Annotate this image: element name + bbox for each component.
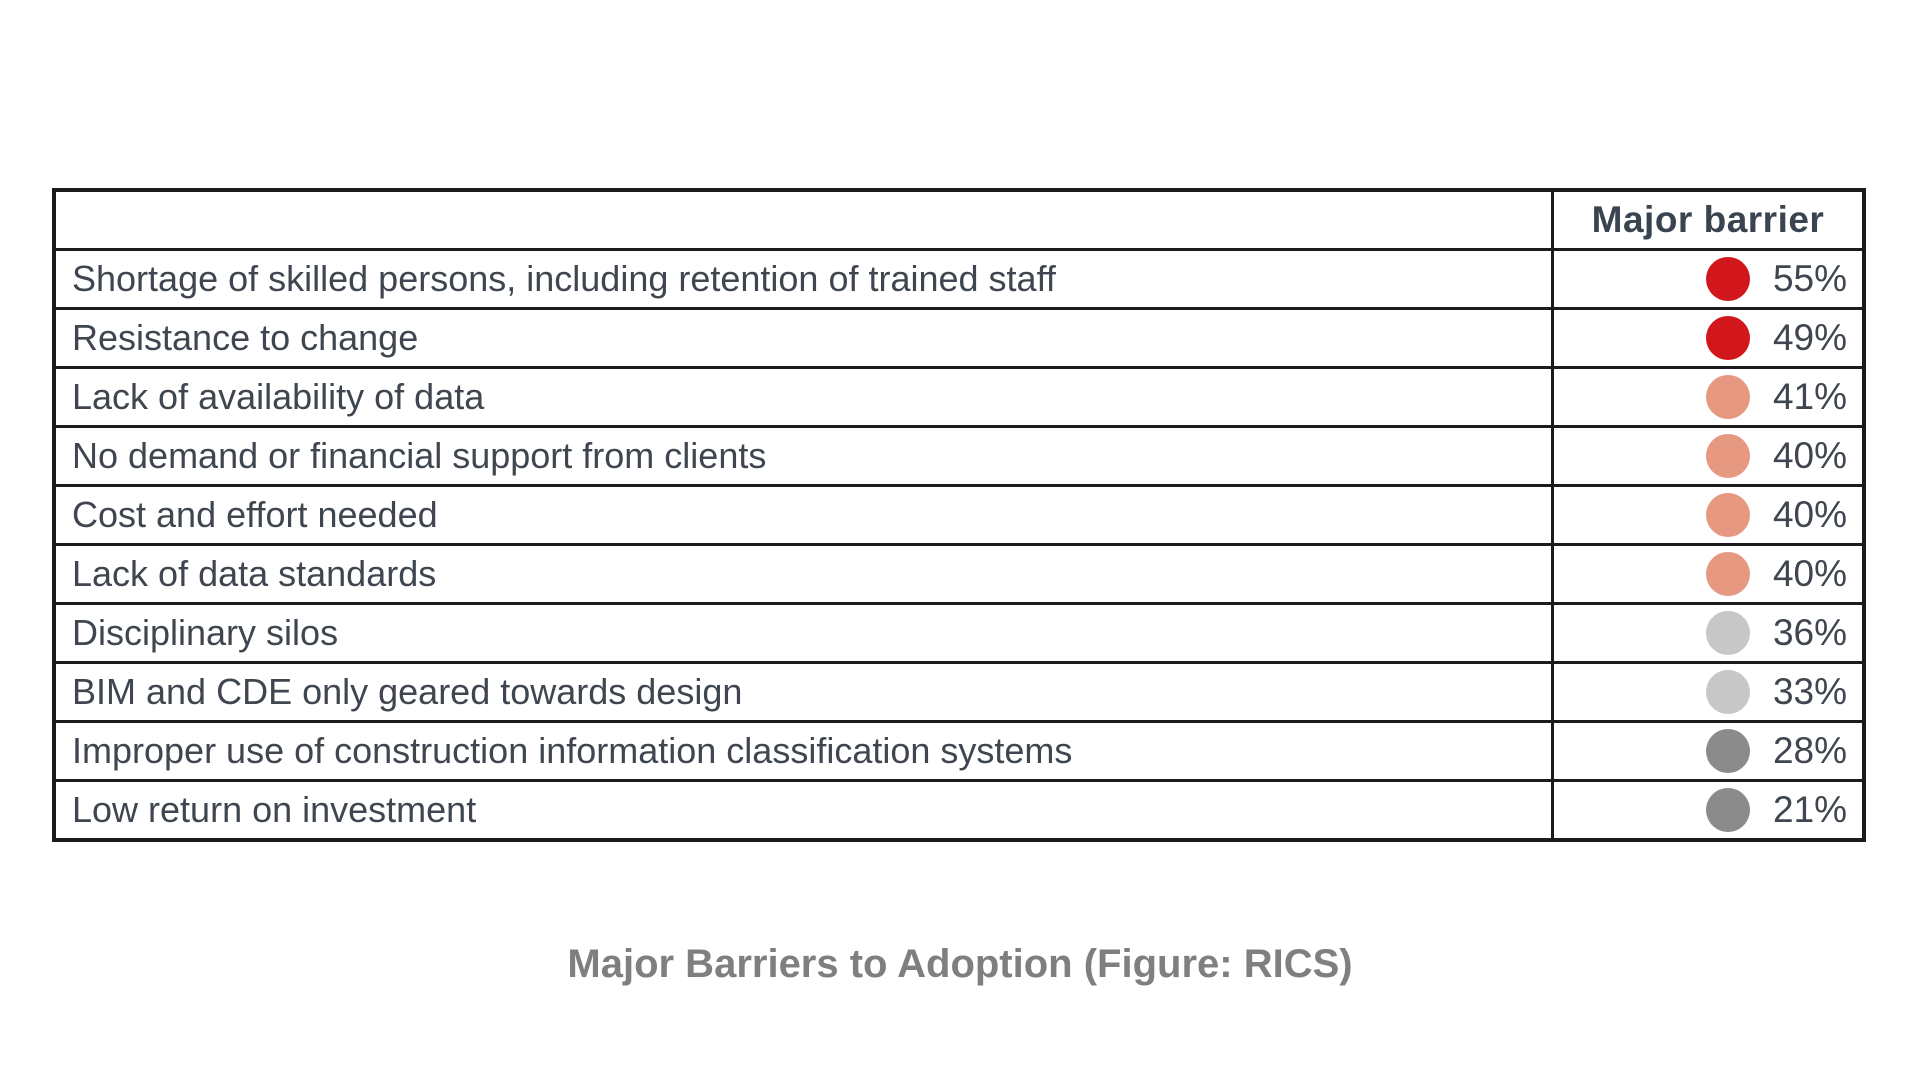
table-body: Shortage of skilled persons, including r… (56, 248, 1862, 838)
percent-value: 36% (1772, 612, 1847, 653)
barrier-label: Lack of data standards (72, 553, 437, 594)
severity-dot-icon (1706, 493, 1750, 537)
percent-value: 40% (1772, 553, 1847, 594)
barrier-label: Low return on investment (72, 789, 477, 830)
barrier-label: BIM and CDE only geared towards design (72, 671, 743, 712)
table-row: No demand or financial support from clie… (56, 425, 1862, 484)
barriers-table: Major barrier Shortage of skilled person… (52, 188, 1866, 842)
table-row: Lack of availability of data 41% (56, 366, 1862, 425)
severity-dot-icon (1706, 375, 1750, 419)
barrier-label: Lack of availability of data (72, 376, 485, 417)
barrier-label: Shortage of skilled persons, including r… (72, 258, 1056, 299)
value-cell: 40% (1551, 487, 1862, 543)
percent-value: 21% (1772, 789, 1847, 830)
table-row: Low return on investment 21% (56, 779, 1862, 838)
percent-value: 40% (1772, 494, 1847, 535)
barrier-label: Disciplinary silos (72, 612, 339, 653)
severity-dot-icon (1706, 611, 1750, 655)
figure-caption: Major Barriers to Adoption (Figure: RICS… (567, 942, 1353, 986)
table-row: Improper use of construction information… (56, 720, 1862, 779)
severity-dot-icon (1706, 552, 1750, 596)
percent-value: 41% (1772, 376, 1847, 417)
severity-dot-icon (1706, 729, 1750, 773)
table-row: Cost and effort needed 40% (56, 484, 1862, 543)
table-row: BIM and CDE only geared towards design 3… (56, 661, 1862, 720)
value-cell: 21% (1551, 782, 1862, 838)
value-cell: 40% (1551, 546, 1862, 602)
value-cell: 36% (1551, 605, 1862, 661)
percent-value: 40% (1772, 435, 1847, 476)
severity-dot-icon (1706, 670, 1750, 714)
percent-value: 33% (1772, 671, 1847, 712)
percent-value: 49% (1772, 317, 1847, 358)
severity-dot-icon (1706, 788, 1750, 832)
percent-value: 55% (1772, 258, 1847, 299)
severity-dot-icon (1706, 257, 1750, 301)
severity-dot-icon (1706, 434, 1750, 478)
barrier-label: Resistance to change (72, 317, 419, 358)
header-value-cell: Major barrier (1551, 192, 1862, 248)
table-header-row: Major barrier (56, 192, 1862, 248)
barrier-label: No demand or financial support from clie… (72, 435, 767, 476)
value-cell: 49% (1551, 310, 1862, 366)
value-cell: 55% (1551, 251, 1862, 307)
barrier-label: Improper use of construction information… (72, 730, 1073, 771)
value-cell: 33% (1551, 664, 1862, 720)
major-barrier-column-title: Major barrier (1591, 199, 1825, 240)
value-cell: 41% (1551, 369, 1862, 425)
table-row: Shortage of skilled persons, including r… (56, 248, 1862, 307)
header-label-cell (56, 192, 1551, 248)
value-cell: 40% (1551, 428, 1862, 484)
table-row: Disciplinary silos 36% (56, 602, 1862, 661)
table-row: Resistance to change 49% (56, 307, 1862, 366)
table-row: Lack of data standards 40% (56, 543, 1862, 602)
value-cell: 28% (1551, 723, 1862, 779)
barrier-label: Cost and effort needed (72, 494, 438, 535)
percent-value: 28% (1772, 730, 1847, 771)
severity-dot-icon (1706, 316, 1750, 360)
